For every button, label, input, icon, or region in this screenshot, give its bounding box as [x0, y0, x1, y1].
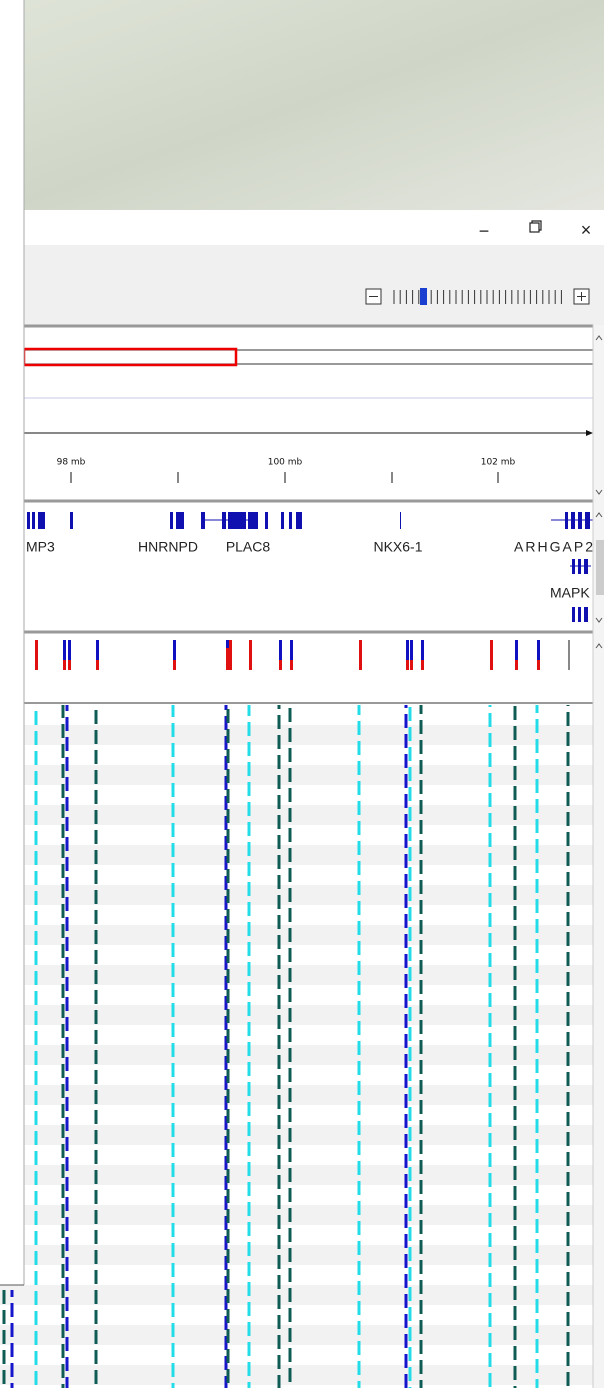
variant	[290, 640, 293, 660]
gene-exon	[571, 512, 575, 529]
gene-exon	[27, 512, 30, 529]
genotype-row	[0, 1285, 593, 1305]
gene-exon	[281, 512, 284, 529]
variant	[226, 648, 229, 670]
variant	[279, 660, 282, 670]
gene-exon	[38, 512, 45, 529]
gene-label: NKX6-1	[373, 539, 422, 555]
genotype-row	[0, 725, 593, 745]
genotype-row	[0, 765, 593, 785]
scrollbars[interactable]	[593, 325, 604, 1388]
variant	[96, 640, 99, 660]
variant	[96, 660, 99, 670]
zoom-thumb	[420, 288, 427, 305]
page: {"window_controls": {"minimize": "−", "c…	[0, 0, 604, 1388]
genotype-row	[0, 805, 593, 825]
variant	[515, 640, 518, 660]
gene-exon	[176, 512, 184, 529]
gene-exon	[400, 512, 401, 529]
variant	[421, 660, 424, 670]
variant	[290, 660, 293, 670]
gene-exon	[170, 512, 173, 529]
gene-label: ARHGAP2	[514, 539, 593, 555]
variant	[406, 640, 409, 660]
genotype-row	[0, 1325, 593, 1345]
gene-exon	[70, 512, 73, 529]
genotype-row	[0, 1125, 593, 1145]
genotype-row	[0, 1045, 593, 1065]
variant	[63, 640, 66, 660]
variant	[173, 640, 176, 660]
genotype-row	[0, 1245, 593, 1265]
variant	[68, 640, 71, 660]
genotype-row	[0, 1085, 593, 1105]
gene-exon	[32, 512, 35, 529]
gene-label: HNRNPD	[138, 539, 198, 555]
variant	[490, 640, 493, 670]
variant	[173, 660, 176, 670]
desktop-background	[0, 0, 604, 210]
ruler-label: 98 mb	[57, 458, 86, 468]
variant	[515, 660, 518, 670]
genotype-row	[0, 1005, 593, 1025]
variant	[249, 640, 252, 670]
variant	[537, 660, 540, 670]
ruler-label: 100 mb	[268, 458, 303, 468]
gene-exon	[578, 559, 581, 574]
gene-exon	[201, 512, 205, 529]
variant	[568, 640, 570, 670]
genotype-row	[0, 925, 593, 945]
gene-exon	[572, 607, 575, 622]
gene-exon	[289, 512, 292, 529]
variant	[35, 640, 38, 670]
variant	[410, 640, 413, 660]
variant	[421, 640, 424, 660]
variant	[63, 660, 66, 670]
gene-exon	[584, 607, 588, 622]
genotype-row	[0, 1365, 593, 1385]
gene-exon	[572, 559, 575, 574]
gene-exon	[578, 607, 581, 622]
genotype-track	[0, 705, 593, 1388]
genotype-row	[0, 845, 593, 865]
gene-exon	[584, 559, 588, 574]
variant	[226, 640, 229, 648]
gene-exon	[296, 512, 302, 529]
close-button[interactable]: ×	[581, 220, 592, 240]
minimize-button[interactable]: −	[479, 221, 490, 241]
screenshot: − × 98 mb 100 mb 102 mb MP3 HNRNPD PLAC8 NKX6…	[0, 0, 604, 1388]
gene-exon	[578, 512, 582, 529]
gene-exon	[585, 512, 590, 529]
ruler-label: 102 mb	[481, 458, 516, 468]
variant	[229, 640, 232, 670]
gene-label: PLAC8	[226, 539, 271, 555]
left-panel	[0, 0, 24, 1285]
gene-label: MAPK	[550, 585, 590, 601]
gene-exon	[228, 512, 246, 529]
variant	[410, 660, 413, 670]
gene-exon	[265, 512, 268, 529]
gene-exon	[248, 512, 258, 529]
genotype-row	[0, 1205, 593, 1225]
variant	[359, 640, 362, 670]
variant	[68, 660, 71, 670]
variant	[279, 640, 282, 660]
variant	[406, 660, 409, 670]
variant	[537, 640, 540, 660]
genotype-row	[0, 885, 593, 905]
gene-exon	[222, 512, 226, 529]
genotype-row	[0, 1165, 593, 1185]
gene-label: MP3	[26, 539, 55, 555]
genotype-row	[0, 965, 593, 985]
toolbar	[0, 245, 604, 325]
gene-exon	[565, 512, 568, 529]
